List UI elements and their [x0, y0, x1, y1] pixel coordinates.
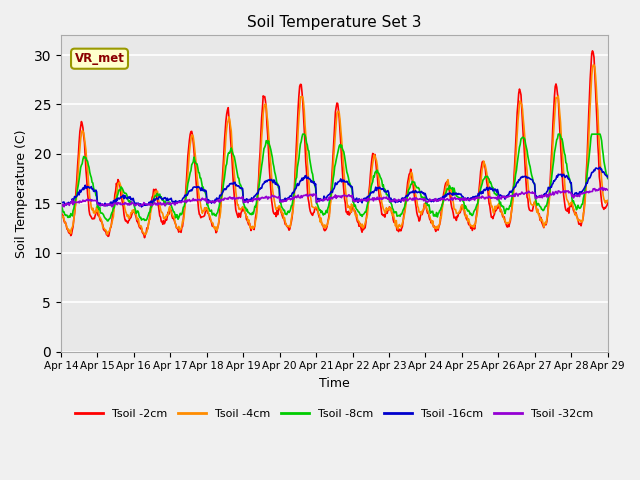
Tsoil -8cm — [209, 212, 216, 218]
Tsoil -4cm — [67, 230, 75, 236]
Tsoil -32cm — [207, 199, 215, 205]
Tsoil -16cm — [179, 195, 187, 201]
Line: Tsoil -32cm: Tsoil -32cm — [61, 188, 608, 207]
Y-axis label: Soil Temperature (C): Soil Temperature (C) — [15, 129, 28, 258]
Tsoil -16cm — [57, 201, 65, 206]
Tsoil -4cm — [604, 198, 612, 204]
Tsoil -4cm — [141, 232, 148, 238]
Line: Tsoil -4cm: Tsoil -4cm — [61, 65, 608, 235]
Tsoil -16cm — [401, 194, 409, 200]
Tsoil -4cm — [417, 212, 425, 217]
Tsoil -16cm — [67, 199, 75, 205]
X-axis label: Time: Time — [319, 377, 349, 390]
Tsoil -4cm — [179, 219, 187, 225]
Tsoil -4cm — [589, 62, 597, 68]
Line: Tsoil -8cm: Tsoil -8cm — [61, 134, 608, 221]
Tsoil -32cm — [598, 185, 606, 191]
Tsoil -8cm — [403, 198, 410, 204]
Text: VR_met: VR_met — [75, 52, 124, 65]
Tsoil -2cm — [589, 48, 596, 54]
Tsoil -8cm — [104, 218, 112, 224]
Tsoil -32cm — [604, 187, 612, 193]
Tsoil -16cm — [209, 198, 216, 204]
Tsoil -32cm — [401, 196, 408, 202]
Tsoil -8cm — [179, 204, 187, 210]
Tsoil -16cm — [138, 204, 145, 210]
Tsoil -2cm — [209, 223, 216, 229]
Title: Soil Temperature Set 3: Soil Temperature Set 3 — [247, 15, 422, 30]
Tsoil -8cm — [124, 196, 132, 202]
Tsoil -32cm — [417, 196, 424, 202]
Tsoil -4cm — [401, 205, 409, 211]
Tsoil -2cm — [57, 207, 65, 213]
Line: Tsoil -16cm: Tsoil -16cm — [61, 168, 608, 207]
Tsoil -2cm — [604, 200, 612, 206]
Tsoil -8cm — [57, 203, 65, 208]
Tsoil -32cm — [179, 198, 186, 204]
Tsoil -2cm — [124, 219, 131, 225]
Tsoil -2cm — [401, 200, 409, 205]
Tsoil -32cm — [57, 204, 65, 210]
Line: Tsoil -2cm: Tsoil -2cm — [61, 51, 608, 238]
Tsoil -16cm — [604, 174, 612, 180]
Tsoil -2cm — [141, 235, 148, 240]
Tsoil -8cm — [419, 194, 426, 200]
Tsoil -32cm — [67, 200, 75, 206]
Tsoil -4cm — [209, 220, 216, 226]
Tsoil -8cm — [67, 211, 75, 216]
Tsoil -16cm — [124, 196, 131, 202]
Tsoil -4cm — [57, 208, 65, 214]
Tsoil -16cm — [596, 165, 604, 170]
Legend: Tsoil -2cm, Tsoil -4cm, Tsoil -8cm, Tsoil -16cm, Tsoil -32cm: Tsoil -2cm, Tsoil -4cm, Tsoil -8cm, Tsoi… — [71, 405, 598, 423]
Tsoil -4cm — [124, 213, 131, 219]
Tsoil -2cm — [179, 216, 187, 221]
Tsoil -8cm — [604, 176, 612, 181]
Tsoil -2cm — [417, 211, 425, 216]
Tsoil -32cm — [124, 201, 131, 207]
Tsoil -8cm — [300, 131, 307, 137]
Tsoil -2cm — [67, 233, 75, 239]
Tsoil -16cm — [417, 189, 425, 194]
